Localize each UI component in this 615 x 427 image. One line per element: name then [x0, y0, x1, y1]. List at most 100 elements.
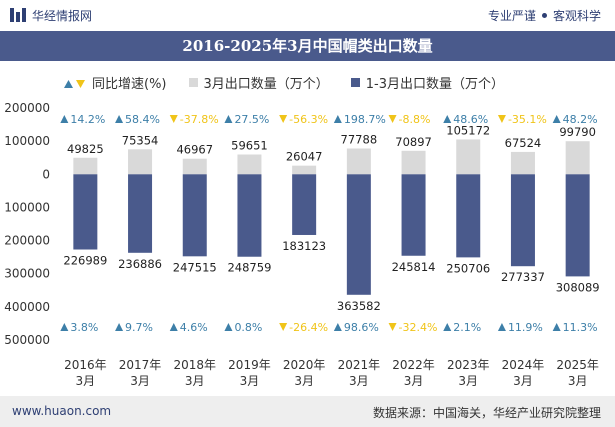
x-tick-label: 3月: [240, 374, 260, 388]
top-bar: 华经情报网 专业严谨 客观科学: [0, 0, 615, 30]
bar-cumulative: [456, 174, 481, 258]
cumulative-value-label: 308089: [556, 280, 600, 294]
bar-cumulative: [182, 174, 207, 257]
cumulative-value-label: 250706: [446, 261, 490, 275]
monthly-growth-arrow-down-icon: [388, 115, 397, 123]
monthly-growth-label: 14.2%: [70, 113, 105, 126]
monthly-growth-arrow-up-icon: [552, 115, 561, 123]
monthly-growth-label: -35.1%: [508, 113, 547, 126]
y-tick-label: 100000: [4, 200, 50, 214]
x-tick-label: 3月: [294, 374, 314, 388]
legend-monthly-swatch: [188, 78, 198, 87]
bar-cumulative: [128, 174, 153, 253]
monthly-value-label: 59651: [231, 139, 268, 153]
monthly-growth-arrow-up-icon: [115, 115, 124, 123]
x-tick-label: 3月: [130, 374, 150, 388]
x-tick-label: 2025年: [556, 358, 599, 372]
y-tick-label: 0: [42, 167, 50, 181]
bar-monthly: [73, 157, 98, 175]
cumulative-value-label: 248759: [227, 261, 271, 275]
chart-title: 2016-2025年3月中国帽类出口数量: [0, 31, 615, 61]
legend-cumulative-label: 1-3月出口数量（万个）: [365, 77, 505, 92]
y-tick-label: 300000: [4, 267, 50, 281]
x-tick-label: 3月: [458, 374, 478, 388]
monthly-value-label: 99790: [559, 125, 596, 139]
cumulative-growth-label: -26.4%: [289, 321, 328, 334]
x-tick-label: 3月: [76, 374, 96, 388]
cumulative-value-label: 277337: [501, 270, 545, 284]
cumulative-growth-arrow-up-icon: [443, 323, 452, 331]
bar-cumulative: [565, 174, 590, 277]
brand-name: 华经情报网: [32, 9, 93, 23]
bar-monthly: [237, 154, 262, 175]
cumulative-growth-label: 9.7%: [125, 321, 153, 334]
footer-website: www.huaon.com: [12, 404, 112, 418]
y-tick-label: 100000: [4, 134, 50, 148]
y-tick-label: 200000: [4, 101, 50, 115]
monthly-value-label: 26047: [286, 150, 323, 164]
monthly-growth-label: -56.3%: [289, 113, 328, 126]
monthly-value-label: 49825: [67, 142, 104, 156]
monthly-value-label: 105172: [446, 123, 490, 137]
bar-cumulative: [73, 174, 98, 250]
y-tick-label: 400000: [4, 300, 50, 314]
cumulative-growth-label: 3.8%: [70, 321, 98, 334]
x-tick-label: 3月: [349, 374, 369, 388]
cumulative-growth-arrow-up-icon: [333, 323, 342, 331]
monthly-value-label: 46967: [176, 143, 213, 157]
bar-monthly: [510, 151, 535, 175]
cumulative-value-label: 247515: [173, 260, 217, 274]
tagline-right: 客观科学: [552, 9, 601, 23]
tagline-left: 专业严谨: [487, 9, 536, 23]
cumulative-growth-label: 2.1%: [453, 321, 481, 334]
bar-monthly: [565, 141, 590, 175]
x-tick-label: 3月: [404, 374, 424, 388]
bar-monthly: [128, 149, 153, 175]
bar-monthly: [346, 148, 371, 175]
y-tick-label: 500000: [4, 333, 50, 347]
monthly-growth-label: -37.8%: [180, 113, 219, 126]
bar-cumulative: [401, 174, 426, 256]
legend-cumulative-swatch: [350, 78, 360, 87]
bar-cumulative: [346, 174, 371, 295]
monthly-growth-arrow-up-icon: [60, 115, 69, 123]
cumulative-growth-arrow-up-icon: [552, 323, 561, 331]
bar-monthly: [456, 139, 481, 175]
footer-source: 数据来源：中国海关，华经产业研究院整理: [372, 406, 601, 420]
legend-cumulative: 1-3月出口数量（万个）: [350, 73, 505, 92]
x-tick-label: 2024年: [502, 358, 545, 372]
x-tick-label: 2019年: [228, 358, 271, 372]
cumulative-growth-label: 0.8%: [234, 321, 262, 334]
x-tick-label: 2016年: [64, 358, 107, 372]
cumulative-value-label: 226989: [63, 254, 107, 268]
cumulative-growth-label: 4.6%: [180, 321, 208, 334]
x-tick-label: 2017年: [119, 358, 162, 372]
footer: www.huaon.com 数据来源：中国海关，华经产业研究院整理: [0, 396, 615, 427]
cumulative-growth-label: -32.4%: [399, 321, 438, 334]
x-tick-label: 2018年: [173, 358, 216, 372]
monthly-growth-label: 198.7%: [344, 113, 386, 126]
dot-icon: [541, 13, 547, 18]
bar-monthly: [292, 165, 317, 175]
monthly-growth-arrow-down-icon: [497, 115, 506, 123]
x-tick-label: 3月: [513, 374, 533, 388]
monthly-growth-arrow-up-icon: [224, 115, 233, 123]
legend-monthly-label: 3月出口数量（万个）: [203, 77, 329, 92]
x-tick-label: 3月: [568, 374, 588, 388]
cumulative-growth-arrow-up-icon: [60, 323, 69, 331]
cumulative-growth-arrow-up-icon: [115, 323, 124, 331]
x-tick-label: 2022年: [392, 358, 435, 372]
cumulative-growth-label: 11.3%: [563, 321, 598, 334]
monthly-growth-label: 27.5%: [234, 113, 269, 126]
x-tick-label: 2023年: [447, 358, 490, 372]
bar-cumulative: [237, 174, 262, 257]
tagline: 专业严谨 客观科学: [488, 7, 601, 24]
legend-growth: 同比增速(%): [64, 73, 167, 92]
logo-icon: [10, 8, 26, 22]
cumulative-value-label: 183123: [282, 239, 326, 253]
chart-area: 200000 100000 0 100000 200000 300000 400000 500…: [4, 101, 600, 388]
monthly-growth-arrow-up-icon: [333, 115, 342, 123]
monthly-value-label: 77788: [341, 133, 378, 147]
x-tick-label: 2020年: [283, 358, 326, 372]
bar-cumulative: [510, 174, 535, 267]
